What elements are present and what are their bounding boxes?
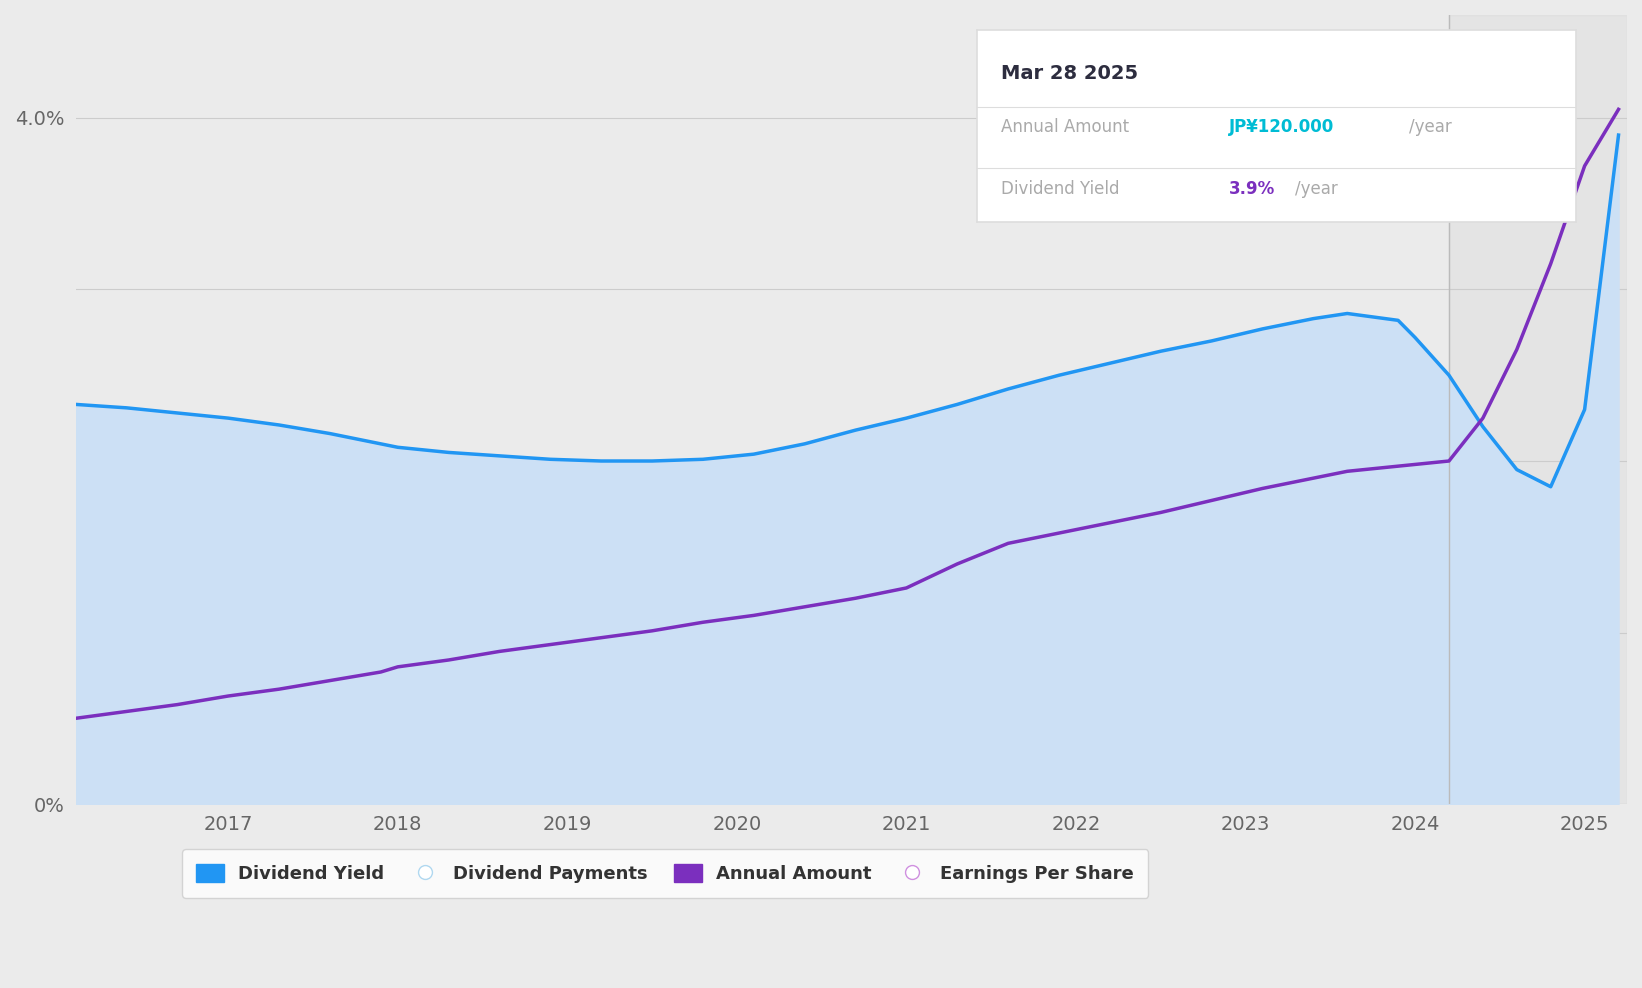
Legend: Dividend Yield, Dividend Payments, Annual Amount, Earnings Per Share: Dividend Yield, Dividend Payments, Annua… <box>182 850 1148 898</box>
Text: Dividend Yield: Dividend Yield <box>1002 180 1120 198</box>
Text: /year: /year <box>1294 180 1337 198</box>
Text: Past: Past <box>1458 149 1496 167</box>
Text: JP¥120.000: JP¥120.000 <box>1228 119 1333 136</box>
Bar <box>1448 15 1627 804</box>
Text: 3.9%: 3.9% <box>1228 180 1274 198</box>
Text: Mar 28 2025: Mar 28 2025 <box>1002 64 1138 83</box>
Text: /year: /year <box>1409 119 1452 136</box>
Text: Annual Amount: Annual Amount <box>1002 119 1130 136</box>
